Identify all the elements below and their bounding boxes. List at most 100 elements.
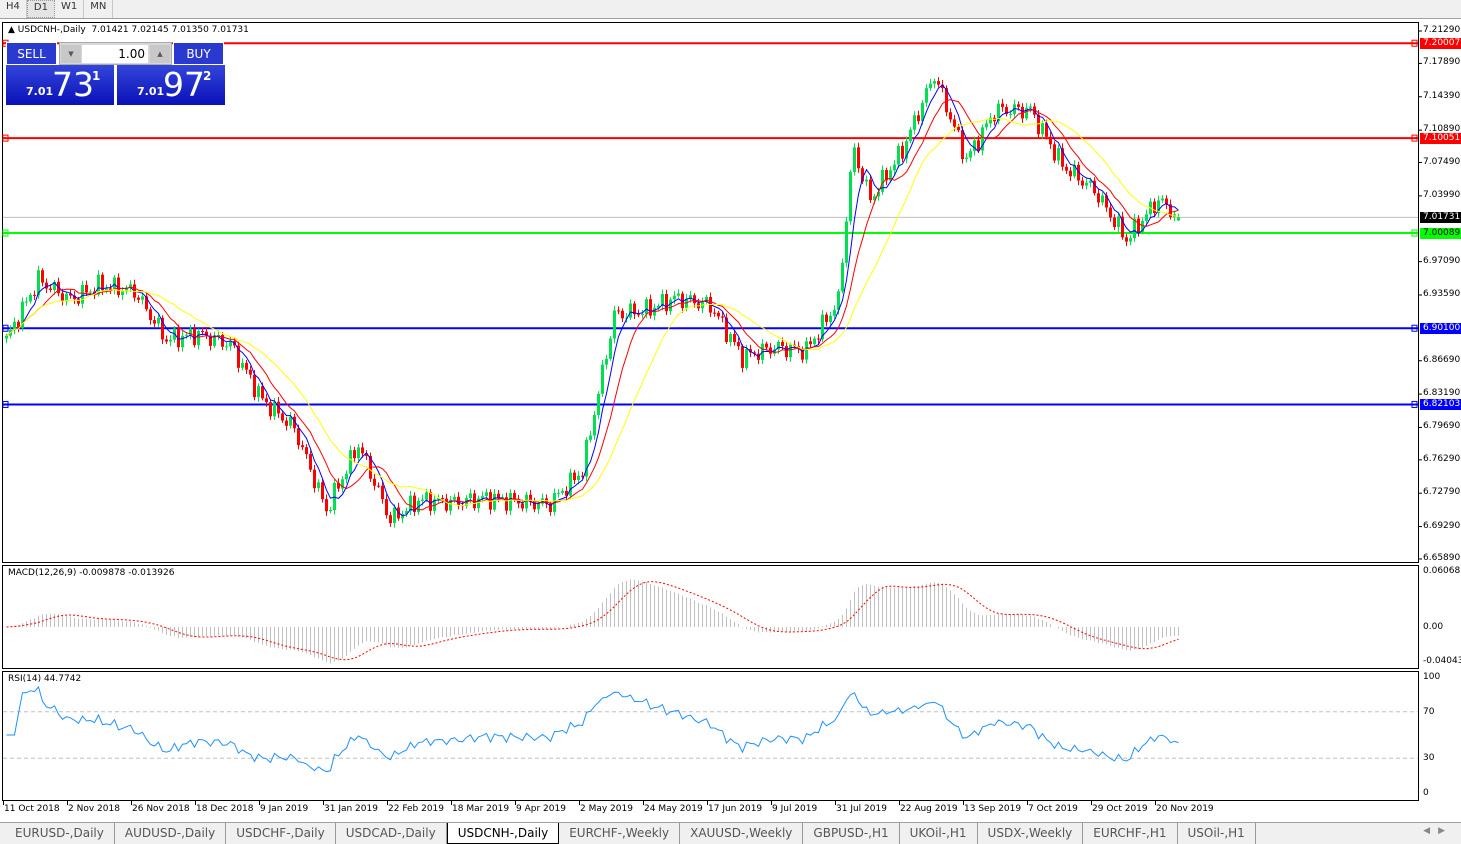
rsi-axis-label: 30 <box>1423 753 1435 764</box>
candle-body <box>49 288 52 290</box>
candle-body <box>957 126 960 131</box>
time-tick <box>771 801 772 805</box>
tab-eurchf-h1[interactable]: EURCHF-,H1 <box>1083 823 1178 844</box>
tab-gbpusd-h1[interactable]: GBPUSD-,H1 <box>803 823 900 844</box>
candle-body <box>921 102 924 122</box>
level-handle <box>1411 324 1418 332</box>
candle-body <box>705 296 708 302</box>
candle-body <box>337 482 340 489</box>
candle-body <box>137 297 140 300</box>
candle-body <box>1105 195 1108 208</box>
candle-body <box>1145 214 1148 221</box>
tab-audusd-daily[interactable]: AUDUSD-,Daily <box>115 823 227 844</box>
candle-body <box>529 494 532 502</box>
candle-body <box>445 498 448 511</box>
candle-body <box>629 303 632 318</box>
sell-price-button[interactable]: 7.01 73 1 <box>6 65 114 105</box>
tab-usdx-weekly[interactable]: USDX-,Weekly <box>978 823 1084 844</box>
candle-body <box>977 140 980 151</box>
candle-body <box>741 346 744 368</box>
buy-price-prefix: 7.01 <box>137 85 165 98</box>
ma-fast-line <box>6 84 1179 517</box>
buy-price-pips: 97 <box>163 65 205 104</box>
macd-panel[interactable]: MACD(12,26,9) -0.009878 -0.013926 <box>2 565 1419 669</box>
candle-body <box>405 510 408 515</box>
candle-body <box>513 493 516 500</box>
candle-body <box>669 299 672 312</box>
buy-price-button[interactable]: 7.01 97 2 <box>117 65 225 105</box>
candle-body <box>861 168 864 182</box>
price-tick-label: 6.97090 <box>1423 255 1461 266</box>
ma-slow-line <box>6 117 1179 507</box>
candle-body <box>549 503 552 513</box>
candle-body <box>949 112 952 120</box>
candle-body <box>61 293 64 302</box>
candle-body <box>925 88 928 103</box>
candle-body <box>865 179 868 182</box>
candle-body <box>901 145 904 159</box>
level-handle <box>2 324 9 332</box>
candle-body <box>897 145 900 165</box>
price-tick-label: 7.17890 <box>1423 57 1461 68</box>
timeframe-h4[interactable]: H4 <box>0 0 27 18</box>
timeframe-mn[interactable]: MN <box>84 0 114 18</box>
decrease-lot-icon[interactable]: ▼ <box>61 45 81 63</box>
time-tick <box>323 801 324 805</box>
level-handle <box>2 400 9 408</box>
time-axis-label: 13 Sep 2019 <box>964 804 1022 814</box>
sell-button[interactable]: SELL <box>6 42 57 65</box>
candle-body <box>713 312 716 314</box>
candle-body <box>657 305 660 308</box>
candle-body <box>305 447 308 455</box>
timeframe-d1[interactable]: D1 <box>26 0 55 18</box>
tab-usdcad-daily[interactable]: USDCAD-,Daily <box>336 823 447 844</box>
candle-body <box>357 447 360 459</box>
candle-body <box>429 492 432 511</box>
tab-xauusd-weekly[interactable]: XAUUSD-,Weekly <box>680 823 804 844</box>
tab-ukoil-h1[interactable]: UKOil-,H1 <box>900 823 978 844</box>
tab-usoil-h1[interactable]: USOil-,H1 <box>1178 823 1256 844</box>
time-tick <box>3 801 4 805</box>
candle-body <box>1017 104 1020 107</box>
tab-eurchf-weekly[interactable]: EURCHF-,Weekly <box>559 823 681 844</box>
candle-body <box>609 338 612 359</box>
timeframe-w1[interactable]: W1 <box>55 0 85 18</box>
candle-body <box>641 314 644 316</box>
time-tick <box>131 801 132 805</box>
buy-button[interactable]: BUY <box>173 42 224 65</box>
candle-body <box>29 294 32 302</box>
tab-scroll-arrows[interactable]: ◀▶ <box>1423 826 1453 836</box>
candle-body <box>245 362 248 370</box>
price-tick-label: 7.21290 <box>1423 25 1461 35</box>
tab-eurusd-daily[interactable]: EURUSD-,Daily <box>5 823 115 844</box>
candle-body <box>381 485 384 500</box>
candle-body <box>1141 220 1144 233</box>
rsi-panel[interactable]: RSI(14) 44.7742 <box>2 671 1419 801</box>
candle-body <box>377 485 380 487</box>
time-axis-label: 9 Apr 2019 <box>516 804 566 814</box>
candle-body <box>525 494 528 509</box>
candle-body <box>365 453 368 456</box>
tab-usdcnh-daily[interactable]: USDCNH-,Daily <box>446 823 560 844</box>
price-tick-label: 7.03990 <box>1423 189 1461 200</box>
price-tick-label: 6.79690 <box>1423 421 1461 432</box>
candle-body <box>913 115 916 130</box>
tab-usdchf-daily[interactable]: USDCHF-,Daily <box>226 823 336 844</box>
candle-body <box>1053 144 1056 161</box>
increase-lot-icon[interactable]: ▲ <box>150 45 170 63</box>
candle-body <box>773 349 776 354</box>
candle-body <box>661 293 664 306</box>
candle-body <box>373 478 376 486</box>
lot-size-input[interactable] <box>82 45 148 63</box>
candle-body <box>569 472 572 496</box>
candle-body <box>145 296 148 310</box>
candle-body <box>1125 237 1128 242</box>
time-axis-label: 20 Nov 2019 <box>1156 804 1214 814</box>
price-chart-panel[interactable]: ▲ USDCNH-,Daily 7.01421 7.02145 7.01350 … <box>2 22 1419 563</box>
candle-body <box>869 179 872 201</box>
candle-body <box>929 83 932 89</box>
candle-body <box>745 349 748 368</box>
candle-body <box>953 119 956 127</box>
candle-body <box>737 342 740 347</box>
candle-body <box>41 270 44 283</box>
